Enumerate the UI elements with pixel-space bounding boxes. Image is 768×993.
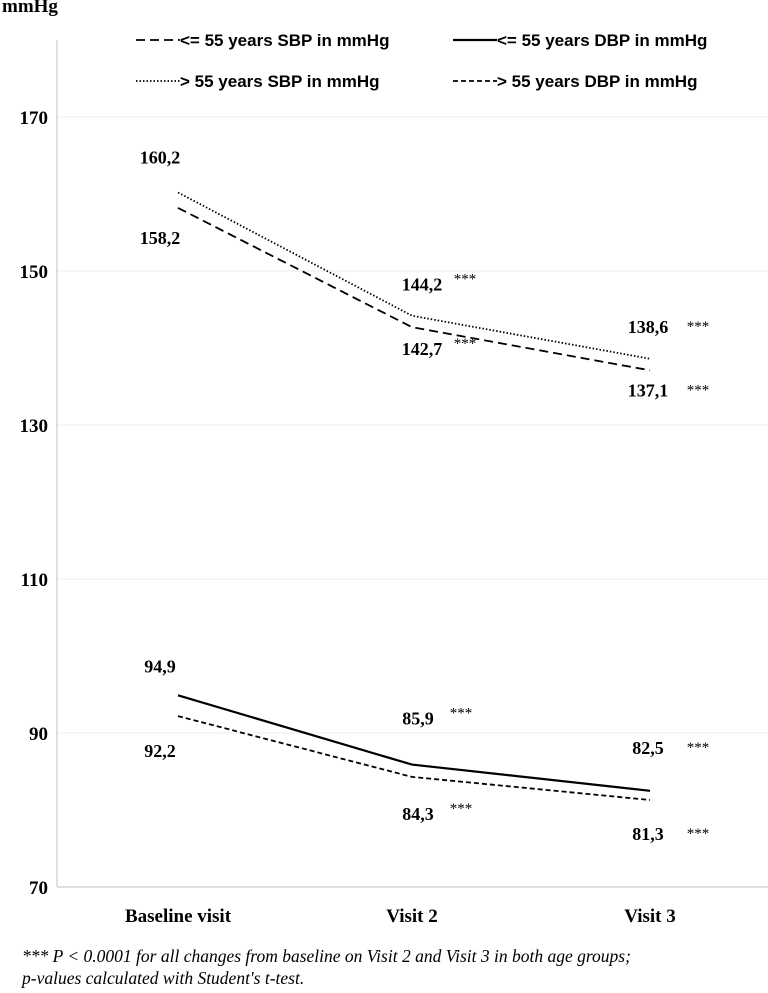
data-label-old_dbp: 92,2 xyxy=(144,741,176,761)
y-tick-label: 150 xyxy=(20,262,49,283)
series-line-young_dbp xyxy=(177,694,651,792)
significance-marker: *** xyxy=(450,706,473,722)
data-label-old_sbp: 144,2 xyxy=(402,275,443,295)
data-label-old_sbp: 160,2 xyxy=(140,147,181,167)
line-chart: mmHg 70 90 110 130 150 170 Baseline visit Visi… xyxy=(2,0,768,927)
footnote-line-2: p-values calculated with Student's t-tes… xyxy=(22,968,305,988)
series-line-young_sbp xyxy=(177,207,651,372)
legend-label-young_dbp: <= 55 years DBP in mmHg xyxy=(497,31,707,50)
data-label-young_dbp: 85,9 xyxy=(402,709,434,729)
y-tick-label: 170 xyxy=(20,108,49,129)
y-tick-label: 110 xyxy=(21,570,48,591)
significance-marker: *** xyxy=(687,826,710,842)
series-line-old_sbp xyxy=(177,191,651,360)
data-label-young_dbp: 82,5 xyxy=(632,738,664,758)
significance-marker: *** xyxy=(454,272,477,288)
significance-marker: *** xyxy=(450,801,473,817)
x-tick-label: Visit 2 xyxy=(386,906,438,927)
series-line-old_dbp xyxy=(177,715,651,801)
gridlines xyxy=(57,116,768,734)
y-axis-ticks: 70 90 110 130 150 170 xyxy=(20,108,49,899)
significance-marker: *** xyxy=(454,336,477,352)
legend: <= 55 years SBP in mmHg <= 55 years DBP i… xyxy=(136,31,707,91)
legend-label-old_sbp: > 55 years SBP in mmHg xyxy=(180,72,380,91)
x-tick-label: Baseline visit xyxy=(125,906,232,927)
y-tick-label: 70 xyxy=(29,878,48,899)
data-label-old_dbp: 81,3 xyxy=(632,824,664,844)
series-lines xyxy=(177,191,651,801)
significance-marker: *** xyxy=(687,740,710,756)
y-tick-label: 130 xyxy=(20,416,49,437)
x-tick-label: Visit 3 xyxy=(624,906,676,927)
footnote-line-1: *** P < 0.0001 for all changes from base… xyxy=(22,946,631,966)
x-axis-ticks: Baseline visit Visit 2 Visit 3 xyxy=(125,906,676,927)
data-label-old_dbp: 84,3 xyxy=(402,804,434,824)
data-label-young_sbp: 142,7 xyxy=(402,339,443,359)
data-label-old_sbp: 138,6 xyxy=(628,317,669,337)
data-label-young_sbp: 158,2 xyxy=(140,228,181,248)
y-tick-label: 90 xyxy=(29,724,48,745)
footnote: *** P < 0.0001 for all changes from base… xyxy=(22,945,762,989)
significance-marker: *** xyxy=(687,319,710,335)
legend-label-old_dbp: > 55 years DBP in mmHg xyxy=(497,72,697,91)
y-axis-unit-label: mmHg xyxy=(2,0,58,17)
data-label-young_sbp: 137,1 xyxy=(628,380,669,400)
data-labels: 158,2 142,7 *** 137,1 *** 94,9 85,9 *** 82,5 *** 1… xyxy=(140,147,710,844)
significance-marker: *** xyxy=(687,382,710,398)
data-label-young_dbp: 94,9 xyxy=(144,656,176,676)
legend-label-young_sbp: <= 55 years SBP in mmHg xyxy=(180,31,389,50)
